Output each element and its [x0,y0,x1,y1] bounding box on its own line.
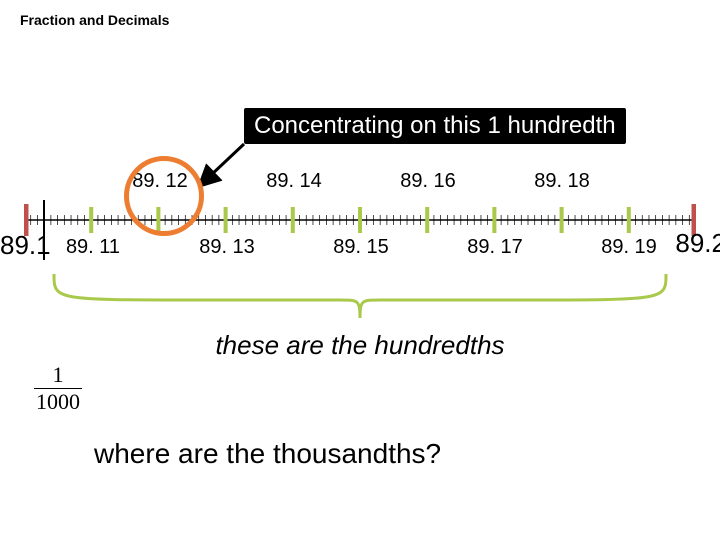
tick-label: 89. 15 [333,236,389,259]
tick-label: 89. 17 [467,236,523,259]
fraction-numerator: 1 [34,362,82,389]
tick-label: 89. 13 [199,236,255,259]
arrow-icon [200,140,250,190]
curly-brace [50,270,670,324]
tick-label: 89. 18 [534,170,590,193]
fraction-denominator: 1000 [34,389,82,415]
highlight-circle [124,156,204,236]
page-title: Fraction and Decimals [20,12,169,28]
question-text: where are the thousandths? [94,438,441,470]
tick-label: 89. 14 [266,170,322,193]
tick-label: 89. 19 [601,236,657,259]
brace-caption: these are the hundredths [0,330,720,361]
fraction-label: 1 1000 [34,362,82,415]
pointer-line [43,200,45,260]
tick-label: 89. 16 [400,170,456,193]
tick-label: 89. 11 [66,236,120,259]
axis-end-label: 89.2 [675,228,720,259]
callout-box: Concentrating on this 1 hundredth [244,108,626,144]
